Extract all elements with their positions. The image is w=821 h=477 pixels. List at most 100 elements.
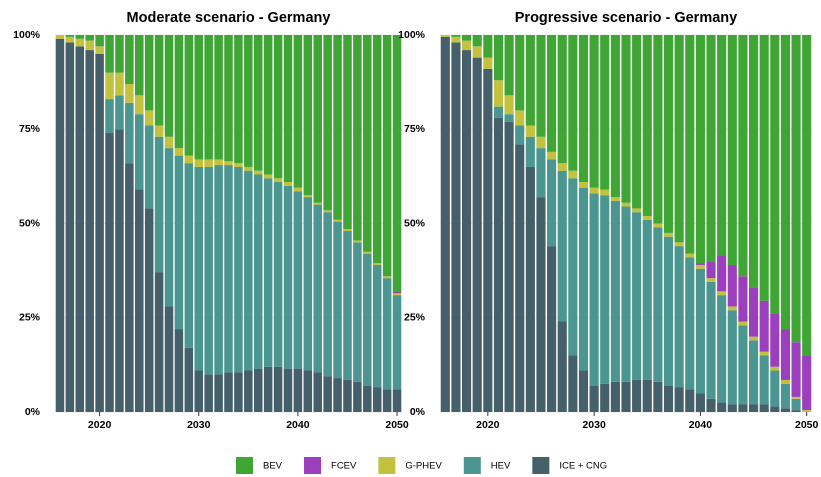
bar-segment: [600, 189, 610, 196]
bar-segment: [589, 187, 599, 194]
bar-segment: [717, 295, 727, 403]
bar-segment: [462, 50, 472, 412]
bar-segment: [85, 50, 94, 412]
bar-segment: [65, 42, 75, 412]
bar-segment: [706, 398, 716, 412]
bar-segment: [105, 133, 114, 412]
bar-segment: [283, 185, 293, 369]
bar-segment: [95, 46, 104, 54]
bar-segment: [568, 178, 578, 356]
bar-segment: [75, 35, 85, 39]
bar-segment: [621, 206, 631, 382]
bar-segment: [748, 404, 759, 412]
legend-label: HEV: [491, 461, 511, 472]
bar-segment: [343, 35, 352, 230]
bar-segment: [164, 306, 174, 412]
bar-segment: [578, 35, 589, 183]
bar-segment: [392, 293, 402, 296]
bar-segment: [600, 383, 610, 412]
bar-segment: [293, 368, 303, 412]
bar-segment: [610, 197, 620, 201]
bar-segment: [632, 379, 642, 412]
bar-segment: [144, 208, 154, 412]
bar-segment: [392, 291, 402, 294]
bar-segment: [135, 95, 144, 115]
bar-segment: [184, 35, 194, 156]
bar-segment: [493, 117, 504, 412]
bar-segment: [363, 253, 372, 386]
bar-segment: [759, 355, 769, 405]
bar-segment: [75, 38, 85, 47]
bar-segment: [770, 370, 780, 407]
bar-segment: [568, 355, 578, 412]
bar-segment: [273, 182, 283, 367]
bar-segment: [85, 35, 94, 41]
bar-segment: [653, 223, 663, 228]
bar-segment: [184, 163, 194, 348]
bar-segment: [525, 166, 535, 412]
bar-segment: [382, 278, 392, 390]
bar-segment: [632, 212, 642, 380]
legend-label: BEV: [263, 461, 283, 472]
bar-segment: [115, 95, 124, 130]
bar-segment: [791, 396, 801, 399]
legend-swatch: [304, 457, 322, 474]
bar-segment: [154, 125, 164, 137]
bar-segment: [293, 191, 303, 369]
bar-segment: [780, 408, 790, 412]
bar-segment: [125, 84, 134, 103]
bar-segment: [717, 291, 727, 296]
bar-segment: [333, 221, 342, 379]
bar-segment: [770, 406, 780, 412]
bar-segment: [483, 68, 493, 413]
bar-segment: [483, 35, 493, 58]
bar-segment: [780, 329, 790, 380]
bar-segment: [135, 35, 144, 96]
bar-segment: [748, 287, 759, 337]
bar-segment: [791, 398, 801, 411]
bar-segment: [174, 35, 184, 149]
bar-segment: [547, 35, 557, 152]
x-tick-label: 2050: [385, 419, 409, 431]
bar-segment: [174, 155, 184, 330]
bar-segment: [462, 40, 472, 51]
bar-segment: [214, 35, 223, 160]
bar-segment: [706, 281, 716, 399]
bar-segment: [632, 208, 642, 213]
bar-segment: [515, 144, 525, 412]
bar-segment: [303, 195, 313, 198]
bar-segment: [578, 370, 589, 412]
bar-segment: [642, 215, 652, 220]
bar-segment: [504, 121, 514, 413]
bar-segment: [343, 229, 352, 232]
bar-segment: [780, 35, 790, 330]
legend-swatch: [463, 457, 481, 474]
bar-segment: [283, 35, 293, 183]
bar-segment: [253, 35, 263, 171]
bar-segment: [263, 178, 273, 367]
x-tick-label: 2020: [476, 419, 500, 431]
y-tick-label: 25%: [19, 312, 41, 324]
bar-segment: [770, 366, 780, 371]
bar-segment: [748, 35, 759, 288]
bar-segment: [125, 102, 134, 164]
bar-segment: [204, 35, 213, 160]
bar-segment: [293, 187, 303, 192]
bar-segment: [283, 182, 293, 186]
bar-segment: [293, 35, 303, 188]
bar-segment: [791, 410, 801, 412]
bar-segment: [313, 35, 322, 203]
bar-segment: [674, 242, 684, 247]
bar-segment: [738, 321, 748, 326]
bar-segment: [154, 136, 164, 273]
bar-segment: [343, 379, 352, 412]
bar-segment: [273, 178, 283, 183]
bar-segment: [451, 35, 461, 37]
chart-title: Progressive scenario - Germany: [515, 10, 737, 26]
bar-segment: [105, 35, 114, 73]
bar-segment: [115, 35, 124, 73]
bar-segment: [451, 42, 461, 412]
bar-segment: [323, 210, 332, 213]
bar-segment: [663, 385, 674, 412]
